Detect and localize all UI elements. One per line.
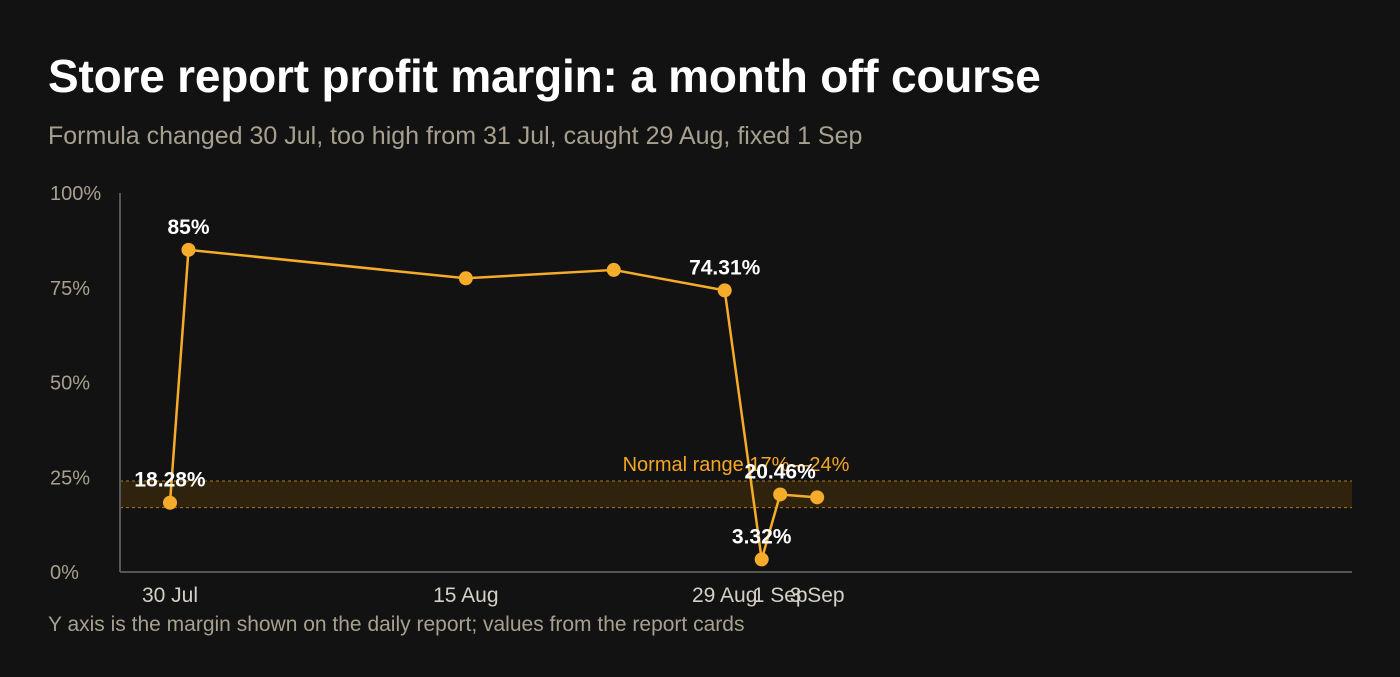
normal-range-band — [120, 481, 1352, 508]
chart-subtitle: Formula changed 30 Jul, too high from 31… — [48, 122, 863, 150]
y-tick-label: 75% — [50, 278, 90, 300]
data-point — [458, 271, 473, 286]
x-tick-label: 15 Aug — [433, 584, 498, 607]
y-tick-label: 100% — [50, 183, 101, 205]
y-tick-label: 0% — [50, 562, 79, 584]
data-labels: 18.28% 85% 74.31% 3.32% 20.46% — [134, 216, 816, 549]
data-label: 74.31% — [689, 256, 761, 279]
data-point — [606, 262, 621, 277]
margin-series-points — [163, 242, 825, 567]
data-label: 85% — [167, 216, 209, 239]
data-point — [181, 242, 196, 257]
chart-footnote: Y axis is the margin shown on the daily … — [48, 613, 745, 636]
y-tick-label: 50% — [50, 373, 90, 395]
chart-title: Store report profit margin: a month off … — [48, 50, 1041, 102]
data-point — [717, 283, 732, 298]
x-tick-label: 30 Jul — [142, 584, 198, 607]
normal-range-label: Normal range 17%—24% — [623, 454, 850, 476]
data-point — [810, 490, 825, 505]
data-point — [773, 487, 788, 502]
y-tick-label: 25% — [50, 467, 90, 489]
y-axis-ticks: 0% 25% 50% 75% 100% — [50, 183, 101, 584]
data-label: 3.32% — [732, 525, 792, 548]
data-point — [754, 552, 769, 567]
data-point — [163, 495, 177, 510]
x-tick-label: 1 Sep — [753, 584, 808, 607]
x-tick-label: 3 Sep — [790, 584, 845, 607]
x-tick-label: 29 Aug — [692, 584, 757, 607]
data-label: 20.46% — [745, 460, 817, 483]
margin-series-line — [168, 248, 818, 561]
data-label: 18.28% — [134, 469, 206, 492]
